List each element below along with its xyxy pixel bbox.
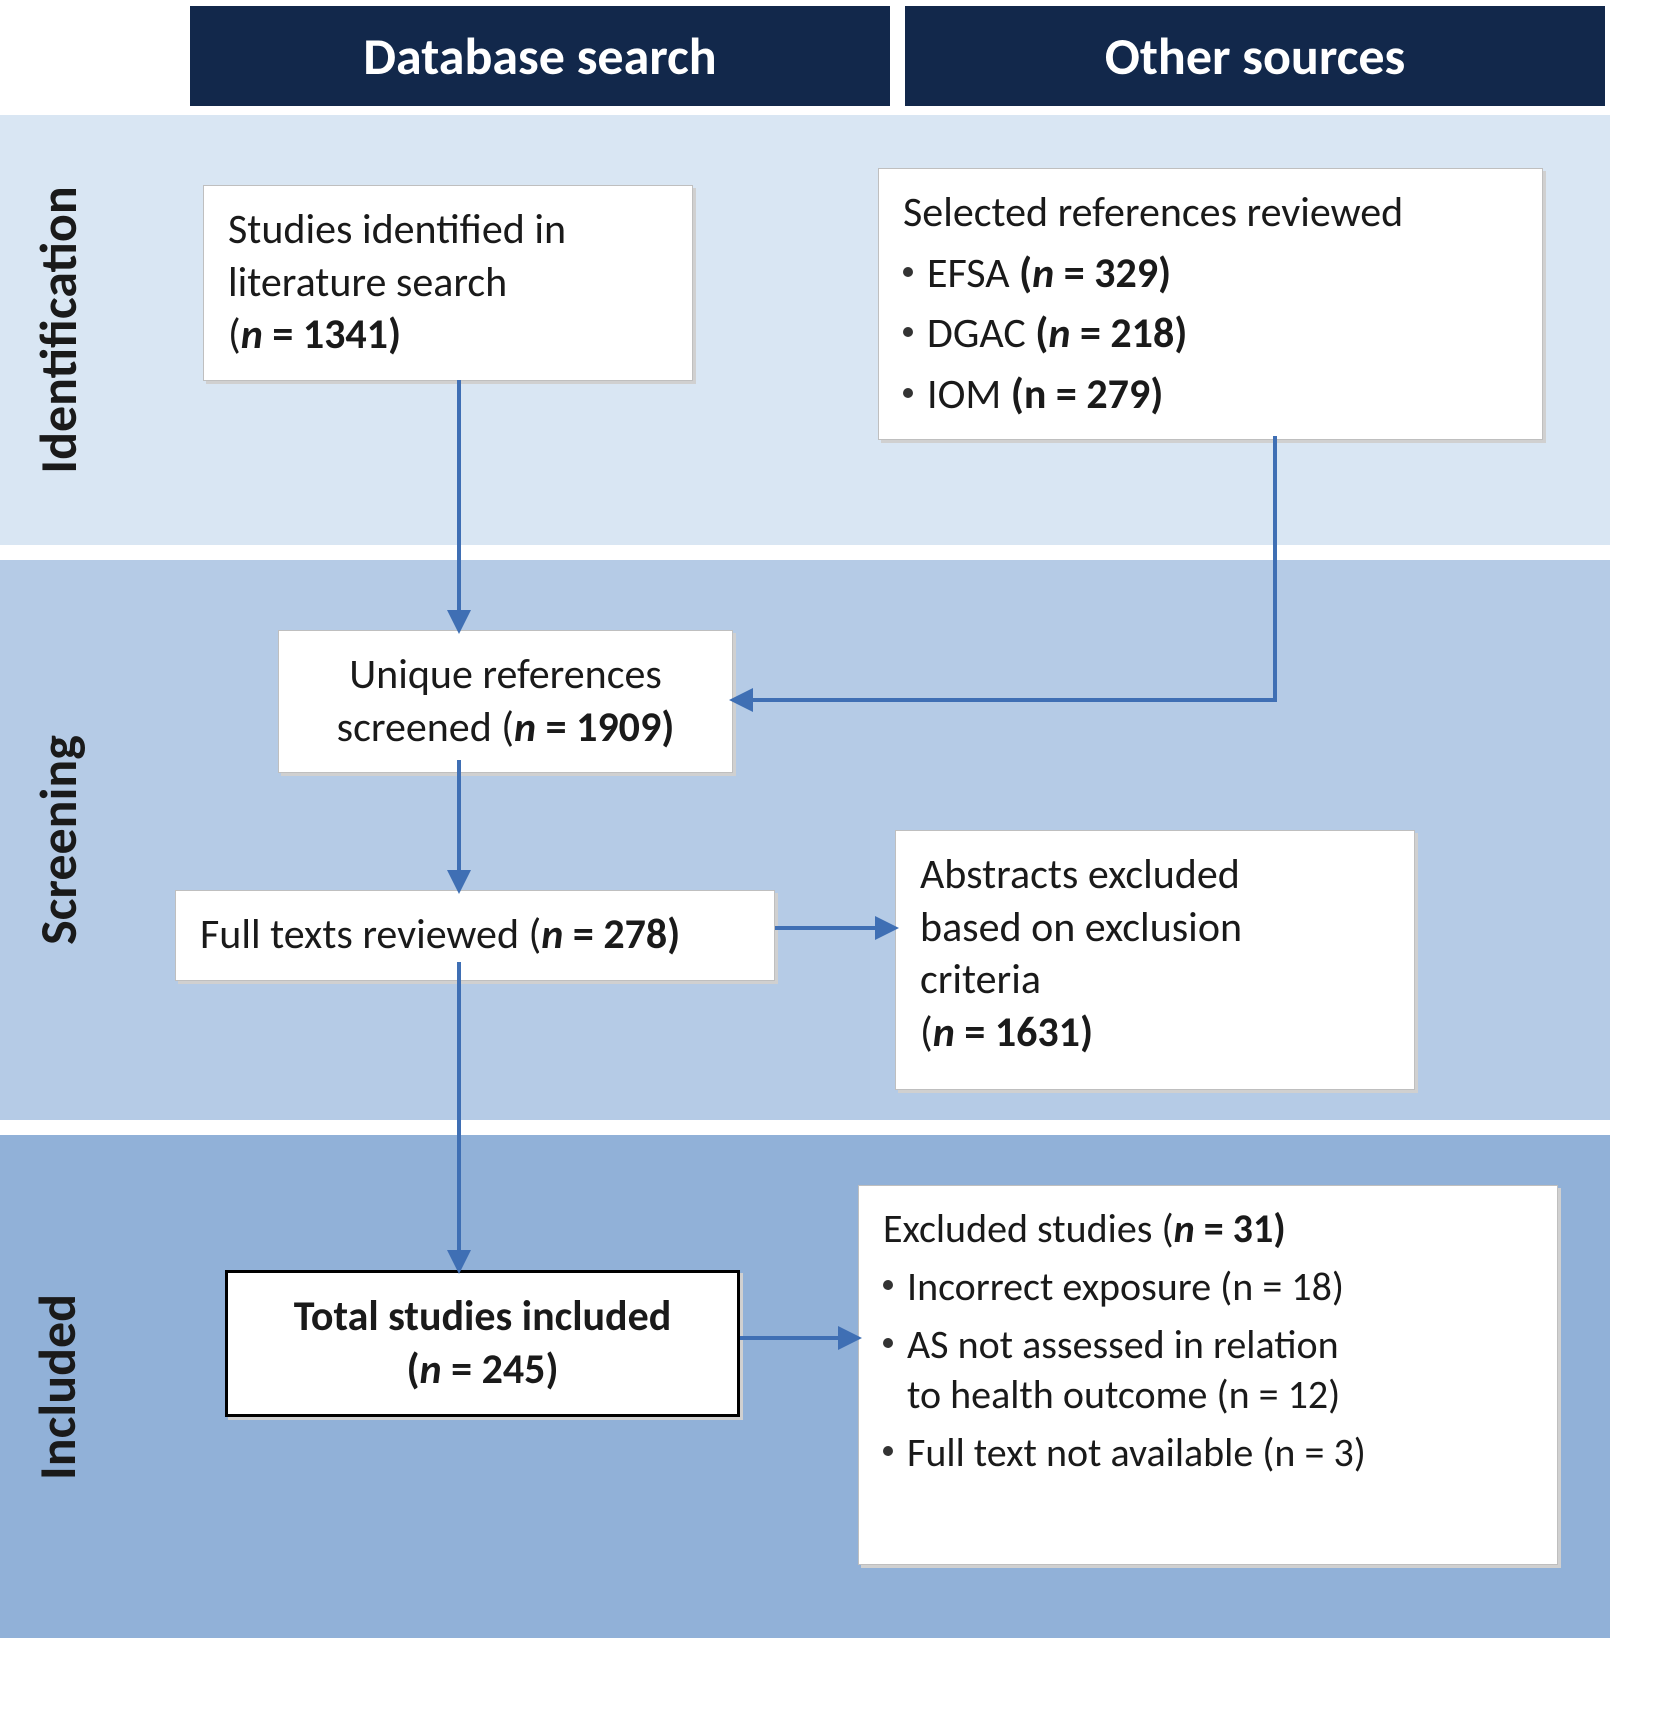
node-text-line: literature search	[228, 257, 668, 310]
bullet-item: DGAC (n = 218)	[903, 308, 1518, 361]
bullet-text: EFSA (n = 329)	[927, 248, 1171, 301]
bullet-item: Full text not available (n = 3)	[883, 1428, 1533, 1478]
bullet-item: Incorrect exposure (n = 18)	[883, 1262, 1533, 1312]
header-hdr-db: Database search	[190, 6, 890, 106]
node-text-line: (n = 245)	[252, 1344, 713, 1397]
bullet-dot-icon	[903, 267, 913, 277]
node-text-line: Unique references	[303, 649, 708, 702]
bullet-item: IOM (n = 279)	[903, 369, 1518, 422]
node-node-lit: Studies identified inliterature search(n…	[203, 185, 693, 381]
node-text-line: screened (n = 1909)	[303, 702, 708, 755]
stage-label-stage-ident: Identification	[0, 115, 115, 545]
node-text-line: criteria	[920, 954, 1390, 1007]
bullet-text: AS not assessed in relationto health out…	[907, 1320, 1340, 1420]
bullet-dot-icon	[903, 327, 913, 337]
node-node-sel: Selected references reviewed EFSA (n = 32…	[878, 168, 1543, 440]
node-node-total: Total studies included(n = 245)	[225, 1270, 740, 1417]
bullet-text: Full text not available (n = 3)	[907, 1428, 1366, 1478]
node-text-line: Abstracts excluded	[920, 849, 1390, 902]
node-text-line: Total studies included	[252, 1291, 713, 1344]
bullet-text: DGAC (n = 218)	[927, 308, 1187, 361]
node-text-line: Studies identified in	[228, 204, 668, 257]
node-node-unique: Unique referencesscreened (n = 1909)	[278, 630, 733, 773]
node-node-abstr: Abstracts excludedbased on exclusioncrit…	[895, 830, 1415, 1090]
bullet-dot-icon	[903, 388, 913, 398]
bullet-text: Incorrect exposure (n = 18)	[907, 1262, 1344, 1312]
stage-label-stage-screen: Screening	[0, 560, 115, 1120]
bullet-dot-icon	[883, 1338, 893, 1348]
bullet-text: IOM (n = 279)	[927, 369, 1163, 422]
bullet-item: EFSA (n = 329)	[903, 248, 1518, 301]
bullet-dot-icon	[883, 1280, 893, 1290]
bullet-dot-icon	[883, 1446, 893, 1456]
header-hdr-other: Other sources	[905, 6, 1605, 106]
node-text-line: based on exclusion	[920, 902, 1390, 955]
node-text-line: Selected references reviewed	[903, 187, 1518, 240]
node-text-line: Excluded studies (n = 31)	[883, 1204, 1533, 1254]
node-text-line: (n = 1631)	[920, 1007, 1390, 1060]
node-node-excl: Excluded studies (n = 31) Incorrect expos…	[858, 1185, 1558, 1565]
bullet-item: AS not assessed in relationto health out…	[883, 1320, 1533, 1420]
stage-label-stage-incl: Included	[0, 1135, 115, 1638]
node-text-line: Full texts reviewed (n = 278)	[200, 909, 680, 962]
node-text-line: (n = 1341)	[228, 309, 668, 362]
node-node-full: Full texts reviewed (n = 278)	[175, 890, 775, 981]
